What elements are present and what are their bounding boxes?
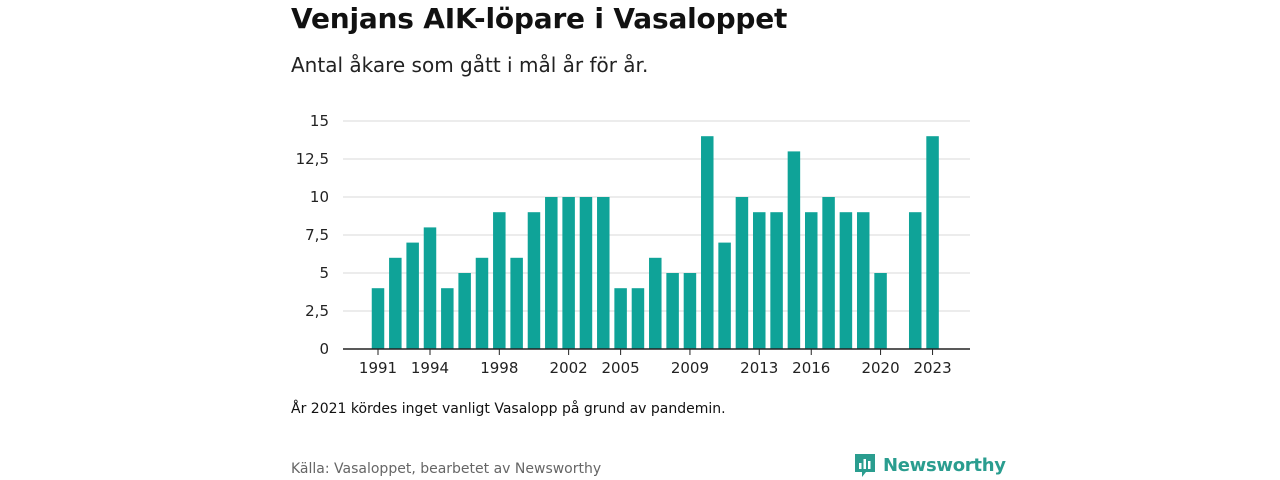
- bar: [441, 288, 454, 349]
- logo-text: Newsworthy: [883, 454, 1006, 476]
- bar: [770, 212, 783, 349]
- x-tick-label: 1991: [359, 359, 397, 377]
- bar: [701, 136, 714, 349]
- bar: [597, 197, 610, 349]
- y-tick-label: 10: [310, 188, 329, 206]
- newsworthy-bar-chart-icon: [855, 454, 875, 477]
- bar: [631, 288, 645, 349]
- y-tick-label: 15: [310, 112, 329, 130]
- bar: [753, 212, 766, 349]
- bar: [787, 151, 801, 349]
- x-tick-label: 2013: [740, 359, 778, 377]
- bar: [493, 212, 506, 349]
- x-tick-label: 1994: [411, 359, 449, 377]
- bar: [908, 212, 922, 349]
- bar: [545, 197, 558, 349]
- bar: [371, 288, 385, 349]
- bar: [874, 273, 887, 349]
- x-tick-label: 1998: [480, 359, 518, 377]
- x-tick-label: 2023: [913, 359, 951, 377]
- y-tick-label: 7,5: [305, 226, 329, 244]
- x-tick-label: 2002: [550, 359, 588, 377]
- bar: [510, 257, 523, 349]
- newsworthy-logo[interactable]: Newsworthy: [853, 452, 1006, 478]
- y-tick-label: 5: [319, 264, 329, 282]
- bar: [649, 257, 662, 349]
- bar: [718, 242, 731, 349]
- bar: [822, 197, 835, 349]
- bar: [614, 288, 627, 349]
- bar: [527, 212, 541, 349]
- bar: [562, 197, 575, 349]
- bar: [406, 242, 419, 349]
- chart-subtitle: Antal åkare som gått i mål år för år.: [291, 53, 649, 77]
- bar: [926, 136, 939, 349]
- y-tick-label: 0: [319, 340, 329, 358]
- y-tick-label: 12,5: [296, 150, 329, 168]
- bar: [839, 212, 853, 349]
- bar: [475, 257, 489, 349]
- bar: [805, 212, 818, 349]
- bar: [735, 197, 749, 349]
- bar: [389, 257, 402, 349]
- bar: [458, 273, 471, 349]
- x-tick-label: 2005: [602, 359, 640, 377]
- bar: [683, 273, 697, 349]
- bar: [423, 227, 437, 349]
- source-text: Källa: Vasaloppet, bearbetet av Newswort…: [291, 461, 602, 477]
- bar: [666, 273, 679, 349]
- x-tick-label: 2009: [671, 359, 709, 377]
- bar: [856, 212, 870, 349]
- chart-note: År 2021 kördes inget vanligt Vasalopp på…: [291, 401, 726, 417]
- y-tick-label: 2,5: [305, 302, 329, 320]
- x-tick-label: 2016: [792, 359, 830, 377]
- x-tick-label: 2020: [861, 359, 899, 377]
- chart-title: Venjans AIK-löpare i Vasaloppet: [291, 2, 788, 35]
- bar: [579, 197, 593, 349]
